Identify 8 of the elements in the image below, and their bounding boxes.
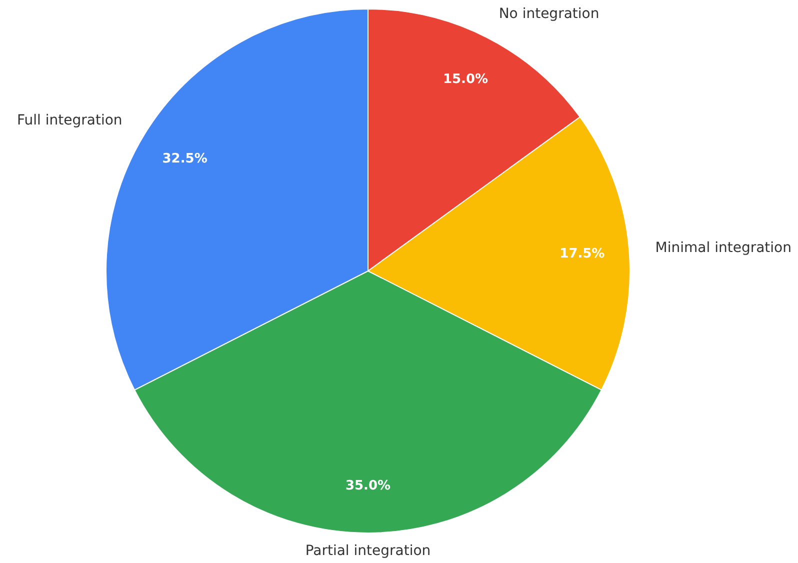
data-label: 35.0% (345, 478, 391, 494)
data-label: 15.0% (442, 72, 488, 88)
slice-label: Full integration (16, 112, 122, 128)
slice-label: Minimal integration (655, 240, 792, 256)
data-label: 32.5% (162, 151, 208, 166)
slice-label: Partial integration (305, 543, 431, 560)
data-label: 17.5% (560, 246, 605, 262)
slice-label: No integration (498, 6, 600, 22)
